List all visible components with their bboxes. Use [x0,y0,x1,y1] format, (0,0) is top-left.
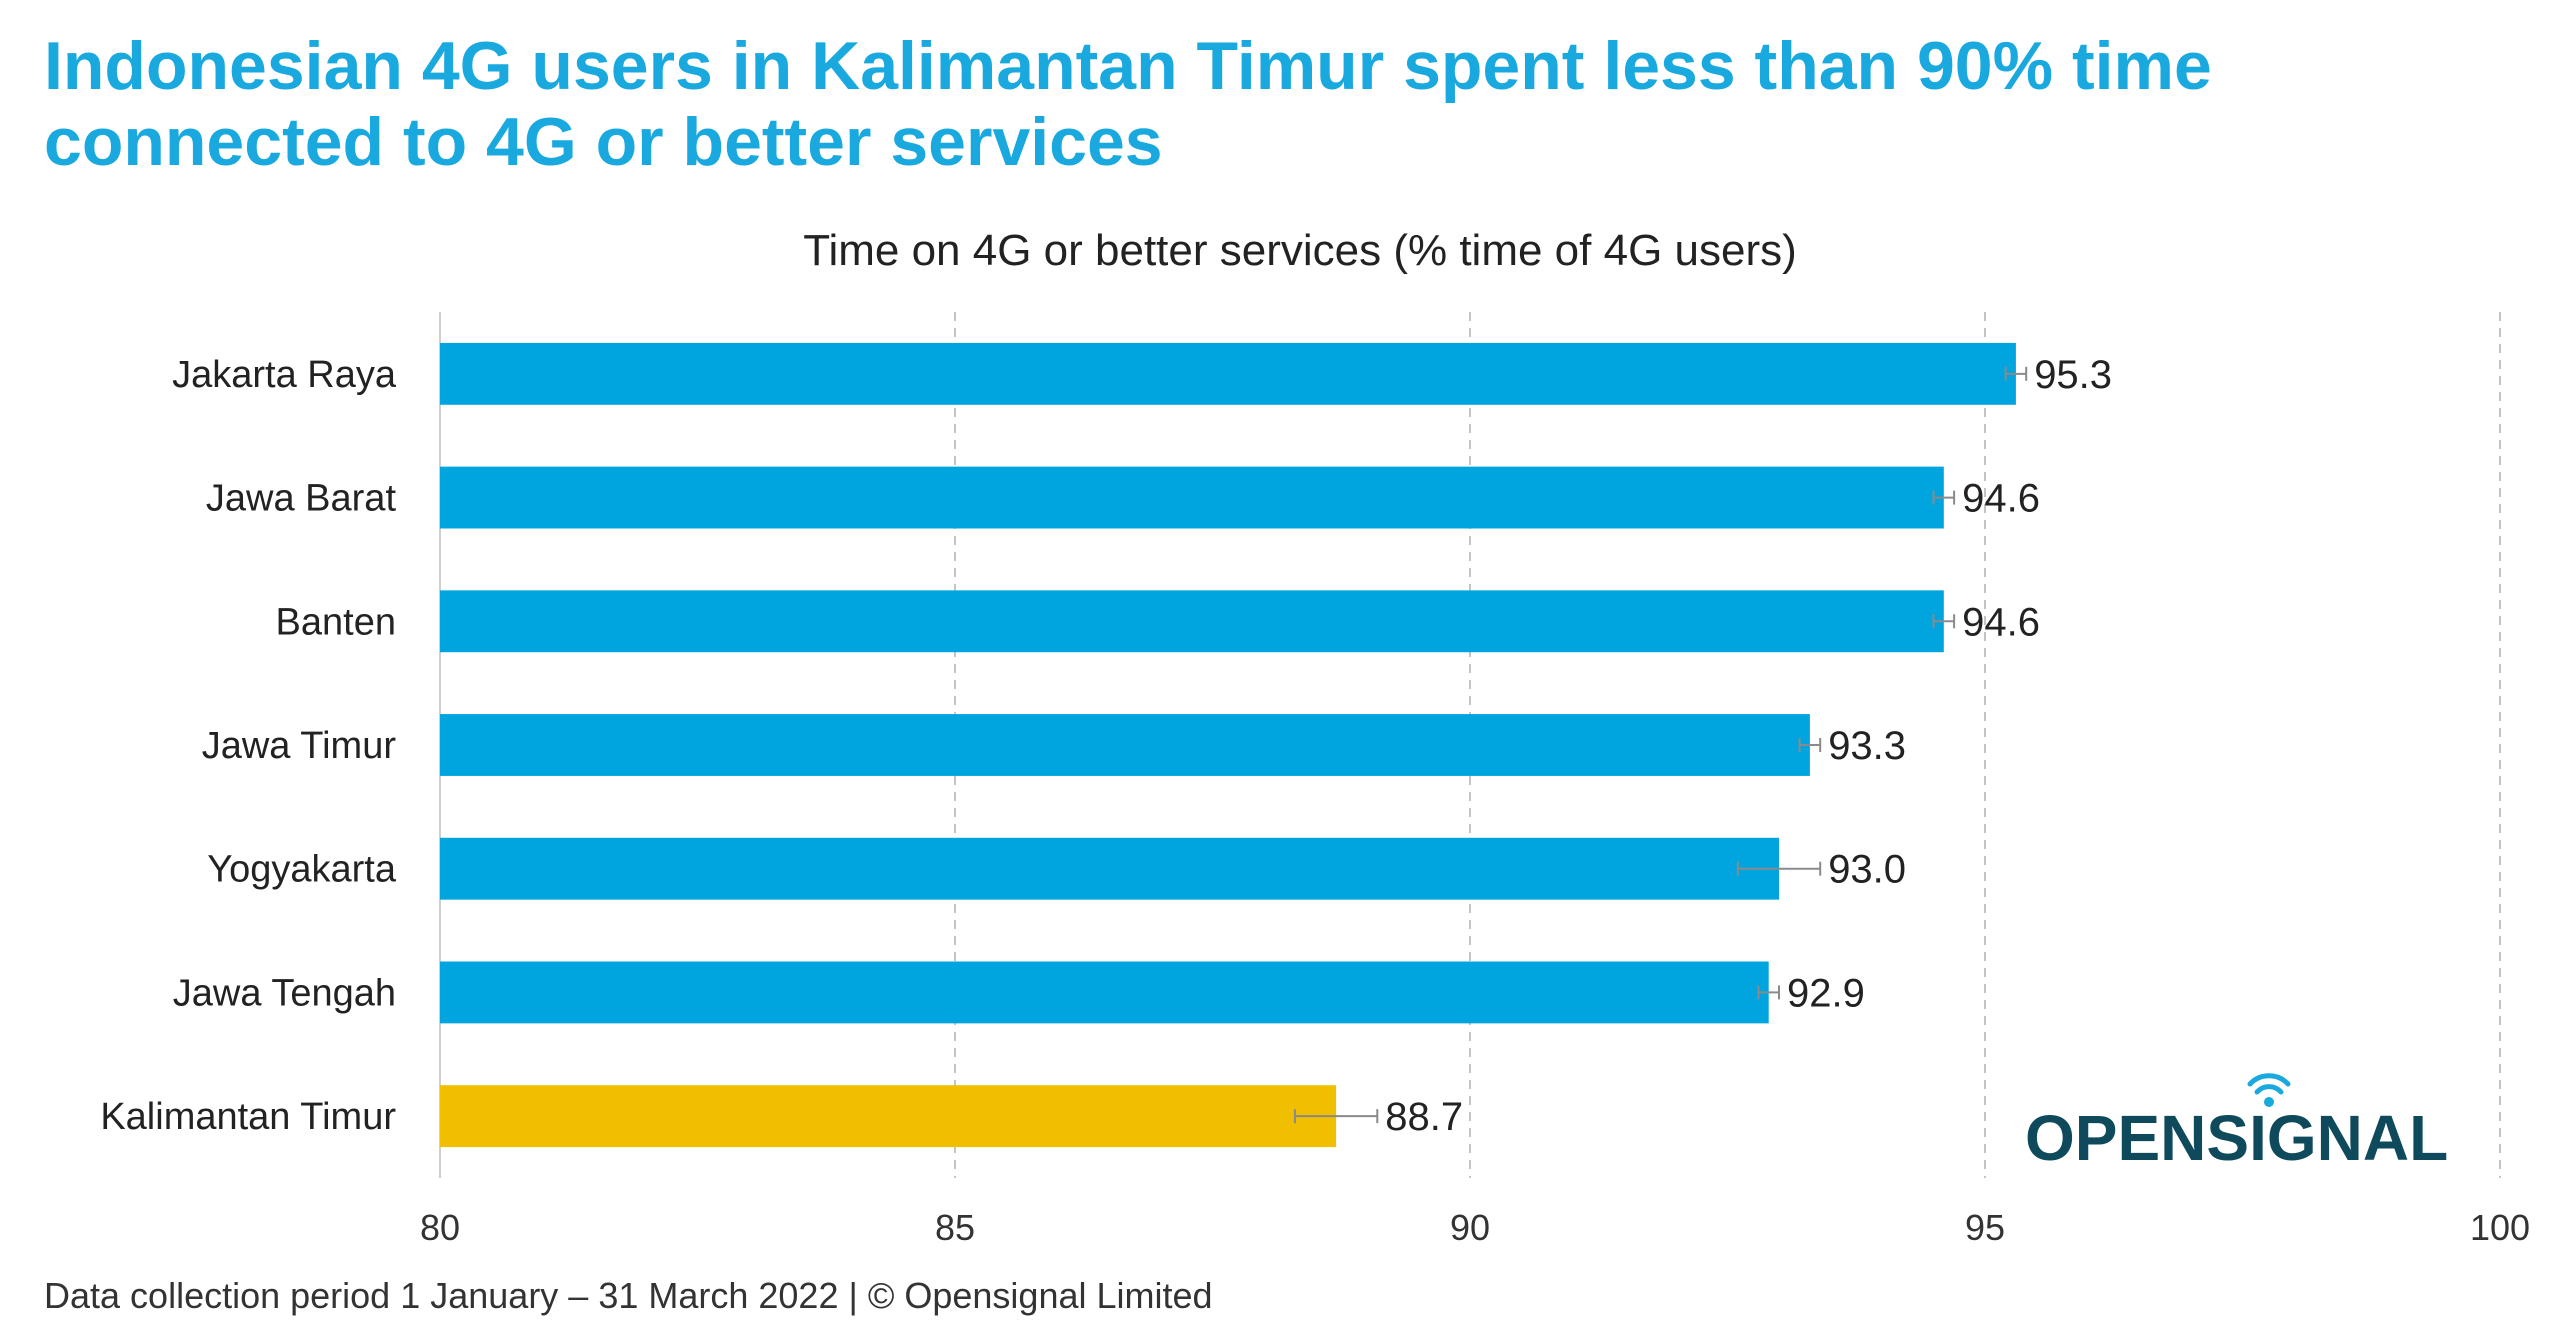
x-tick-label: 80 [420,1207,460,1248]
category-label: Jawa Tengah [173,972,396,1014]
category-label: Jawa Barat [206,478,397,520]
data-label: 93.3 [1828,724,1906,768]
bar [440,961,1769,1024]
data-label: 94.6 [1962,477,2040,521]
footer-note: Data collection period 1 January – 31 Ma… [44,1275,1213,1316]
page-title: Indonesian 4G users in Kalimantan Timur … [44,28,2212,180]
x-tick-label: 95 [1965,1207,2005,1248]
bar [440,1085,1337,1148]
data-label: 92.9 [1787,971,1865,1015]
x-tick-label: 85 [935,1207,975,1248]
category-label: Banten [276,601,396,643]
opensignal-logo: OPENSIGNAL [2025,1073,2448,1170]
category-label: Jakarta Raya [172,354,397,396]
data-label: 88.7 [1385,1095,1463,1139]
data-label: 95.3 [2034,353,2112,397]
bar [440,714,1810,776]
x-tick-label: 90 [1450,1207,1490,1248]
data-label: 93.0 [1828,848,1906,892]
category-label: Yogyakarta [207,849,397,891]
signal-icon [2247,1073,2291,1107]
category-label: Kalimantan Timur [100,1096,396,1138]
bar [440,466,1944,529]
bar [440,590,1944,653]
data-label: 94.6 [1962,600,2040,644]
chart-title: Time on 4G or better services (% time of… [803,226,1797,275]
bar [440,837,1779,900]
logo-wordmark: OPENSIGNAL [2025,1102,2448,1170]
x-tick-label: 100 [2470,1207,2530,1248]
category-label: Jawa Timur [202,725,397,767]
bar [440,342,2016,405]
